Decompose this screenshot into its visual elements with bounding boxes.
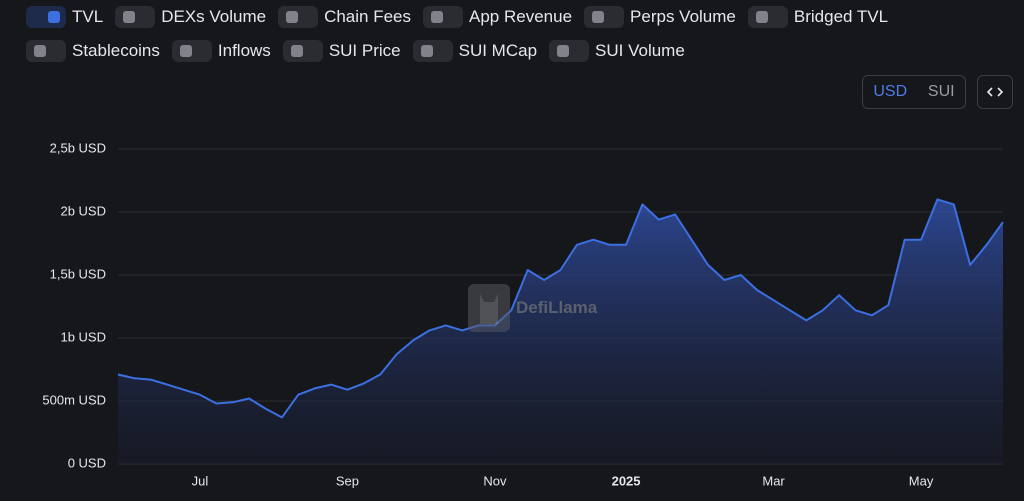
toggle-knob (290, 45, 303, 57)
x-tick-label: Jul (192, 473, 209, 488)
toggle[interactable]: SUI MCap (412, 40, 538, 62)
toggle-knob (420, 45, 433, 57)
toggle[interactable]: TVL (26, 6, 103, 28)
toggle-box (549, 40, 590, 62)
toggle[interactable]: Chain Fees (278, 6, 411, 28)
toggle-label: App Revenue (469, 7, 573, 26)
toggle-box (26, 40, 66, 62)
toggle[interactable]: SUI Price (282, 40, 401, 62)
toggle-list: TVL DEXs Volume Chain Fees App Revenue Perps… (26, 6, 926, 62)
area (118, 199, 1003, 464)
toggle-label: Chain Fees (324, 7, 412, 26)
toggle[interactable]: App Revenue (423, 6, 572, 28)
toggle-knob (592, 11, 605, 23)
toggle-label: Perps Volume (630, 7, 736, 26)
watermark: DefiLlama (468, 284, 597, 332)
currency-option[interactable]: USD (873, 83, 908, 100)
toggle-label: SUI Volume (595, 41, 685, 60)
toggle-label: SUI MCap (458, 41, 538, 60)
y-tick-label: 1,5b USD (50, 266, 106, 281)
toggle-knob (755, 11, 768, 23)
toggle[interactable]: Bridged TVL (747, 6, 889, 28)
toggle-label: DEXs Volume (161, 7, 267, 26)
toggle-label: Stablecoins (72, 41, 160, 60)
toggle-knob (34, 45, 46, 57)
y-tick-label: 1b USD (60, 329, 106, 344)
y-tick-label: 500m USD (42, 392, 106, 407)
x-tick-label: Nov (483, 473, 507, 488)
x-tick-label: Mar (762, 473, 785, 488)
toggle[interactable]: Inflows (171, 40, 271, 62)
embed-button[interactable] (977, 75, 1013, 109)
toggle-label: Inflows (217, 41, 271, 60)
toggle-knob (286, 11, 299, 23)
toggle-box (747, 6, 788, 28)
watermark-logo (468, 284, 510, 332)
toggle-knob (557, 45, 570, 57)
toggle-knob (179, 45, 192, 57)
line (117, 198, 1004, 419)
toggle-box (412, 40, 453, 62)
toggle-box (584, 6, 625, 28)
x-tick-label: May (909, 473, 934, 488)
toggle-knob (431, 11, 444, 23)
toggle[interactable]: Stablecoins (26, 40, 160, 62)
toggle[interactable]: DEXs Volume (115, 6, 266, 28)
toggle-knob (48, 11, 60, 23)
y-tick-label: 2b USD (60, 203, 106, 218)
x-tick-label: Sep (336, 473, 359, 488)
y-tick-label: 2,5b USD (50, 140, 106, 155)
x-tick-label: 2025 (612, 473, 641, 488)
toggle-box (423, 6, 464, 28)
toggle-box (278, 6, 319, 28)
toggle-label: SUI Price (328, 41, 401, 60)
toggle-box (26, 6, 66, 28)
toggle-box (171, 40, 212, 62)
toggle[interactable]: Perps Volume (584, 6, 736, 28)
embed-icon (986, 87, 1004, 97)
toggle[interactable]: SUI Volume (549, 40, 685, 62)
toggle-label: Bridged TVL (793, 7, 889, 26)
toggle-box (282, 40, 323, 62)
toggle-box (115, 6, 156, 28)
currency-option[interactable]: SUI (927, 83, 955, 100)
toggle-knob (123, 11, 136, 23)
currency-switch: USD SUI (862, 75, 966, 109)
toggle-label: TVL (72, 7, 104, 26)
watermark-text: DefiLlama (516, 298, 598, 317)
y-tick-label: 0 USD (68, 455, 106, 470)
